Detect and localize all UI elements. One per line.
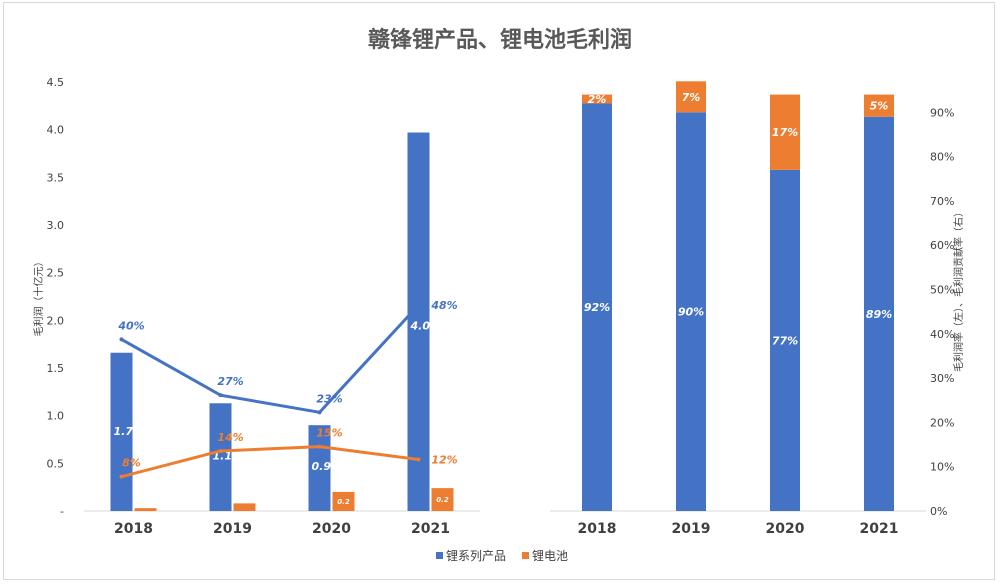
lithium-product-margin-label: 48% [430, 299, 457, 312]
lithium-product-margin-label: 40% [117, 319, 144, 332]
right-y-tick: 30% [930, 372, 954, 385]
lithium-battery-margin-line [121, 445, 419, 479]
chart-frame: 赣锋锂产品、锂电池毛利润 - 0.5 1.0 1.5 2.0 2.5 3.0 3.5 4.0 4.… [3, 2, 995, 580]
lithium-product-margin-label: 27% [217, 375, 243, 388]
lithium-battery-margin-point [416, 457, 421, 462]
left-y-axis-title: 毛利润（十亿元） [32, 257, 45, 337]
left-x-tick: 2021 [411, 521, 450, 537]
lithium-product-share-label: 92% [584, 301, 610, 314]
lithium-battery-bar [332, 491, 355, 511]
lithium-battery-margin-label: 12% [431, 454, 457, 467]
legend-label-lithium-products: 锂系列产品 [446, 548, 506, 563]
left-y-tick: 4.5 [47, 76, 65, 89]
lithium-product-bar [110, 352, 133, 511]
left-y-tick: 2.0 [47, 314, 65, 327]
lithium-product-share-bar [582, 103, 612, 511]
lithium-product-share-bar [770, 169, 800, 511]
right-y-tick: 40% [930, 328, 954, 341]
lithium-battery-bar [134, 508, 157, 511]
left-y-tick: 4.0 [47, 124, 65, 137]
lithium-product-margin-label: 23% [316, 392, 342, 405]
left-y-tick: 3.5 [47, 171, 65, 184]
right-y-tick: 10% [930, 461, 954, 474]
right-x-tick: 2019 [672, 521, 711, 537]
lithium-product-share-bar [676, 112, 706, 512]
lithium-product-margin-point [416, 303, 421, 308]
lithium-battery-share-bar [676, 81, 706, 113]
right-x-tick: 2021 [860, 521, 899, 537]
right-chart: 0% 10% 20% 30% 40% 50% 60% 70% 80% 90% 毛利润率（左）、毛利润… [550, 81, 965, 537]
left-chart: - 0.5 1.0 1.5 2.0 2.5 3.0 3.5 4.0 4.5 毛利润（十亿元） 2018… [32, 76, 480, 537]
lithium-battery-margin-label: 15% [316, 427, 342, 440]
right-y-tick: 80% [930, 151, 954, 164]
lithium-product-bar-label: 4.0 [410, 319, 431, 332]
legend-swatch-lithium-products [436, 552, 443, 559]
left-y-tick: 0.5 [47, 457, 65, 470]
chart-title: 赣锋锂产品、锂电池毛利润 [368, 27, 632, 53]
legend-swatch-lithium-battery [522, 552, 529, 559]
lithium-battery-bar-label: 0.2 [436, 496, 449, 504]
left-x-tick: 2018 [114, 521, 153, 537]
lithium-product-margin-point [317, 410, 322, 415]
lithium-battery-share-label: 7% [682, 91, 701, 104]
lithium-battery-share-label: 5% [870, 100, 889, 113]
lithium-product-margin-point [119, 337, 124, 342]
right-y-tick: 70% [930, 195, 954, 208]
lithium-battery-margin-point [218, 448, 223, 453]
lithium-product-share-bar [864, 116, 894, 511]
left-x-tick: 2020 [312, 521, 351, 537]
right-x-tick: 2020 [766, 521, 805, 537]
lithium-battery-share-bar [770, 94, 800, 170]
lithium-battery-margin-point [119, 474, 124, 479]
left-y-tick: 3.0 [47, 219, 65, 232]
lithium-battery-share-label: 2% [588, 93, 607, 106]
lithium-product-bar-label: 0.9 [312, 460, 332, 473]
left-y-tick: - [60, 505, 64, 518]
lithium-product-bar [209, 403, 232, 511]
chart-canvas: 赣锋锂产品、锂电池毛利润 - 0.5 1.0 1.5 2.0 2.5 3.0 3.5 4.0 4.… [32, 27, 965, 563]
right-y-tick: 20% [930, 416, 954, 429]
right-y-axis-title: 毛利润率（左）、毛利润贡献率（右） [952, 207, 965, 372]
left-y-tick: 1.5 [47, 362, 65, 375]
lithium-battery-bar [233, 503, 256, 511]
right-y-tick: 60% [930, 239, 954, 252]
lithium-battery-margin-point [317, 444, 322, 449]
left-y-tick: 2.5 [47, 267, 65, 280]
lithium-product-margin-point [218, 393, 223, 398]
left-y-tick: 1.0 [47, 410, 65, 423]
legend: 锂系列产品 锂电池 [436, 548, 568, 563]
lithium-product-share-label: 89% [866, 308, 892, 321]
right-x-tick: 2018 [578, 521, 617, 537]
right-y-tick: 90% [930, 106, 954, 119]
lithium-battery-margin-label: 14% [217, 431, 243, 444]
lithium-product-share-label: 77% [772, 334, 798, 347]
left-x-tick: 2019 [213, 521, 252, 537]
lithium-battery-share-bar [864, 94, 894, 117]
right-y-tick: 50% [930, 284, 954, 297]
lithium-product-margin-line [120, 304, 420, 414]
lithium-product-bar-label: 1.7 [114, 425, 134, 438]
lithium-battery-bar-label: 0.2 [337, 498, 350, 506]
lithium-product-share-label: 90% [678, 306, 704, 319]
lithium-battery-share-bar [582, 94, 612, 104]
right-y-tick: 0% [930, 505, 947, 518]
lithium-battery-share-label: 17% [772, 126, 798, 139]
lithium-product-bar [407, 132, 430, 511]
lithium-battery-bar [431, 488, 454, 511]
lithium-battery-margin-label: 8% [122, 457, 141, 470]
legend-label-lithium-battery: 锂电池 [532, 548, 568, 563]
